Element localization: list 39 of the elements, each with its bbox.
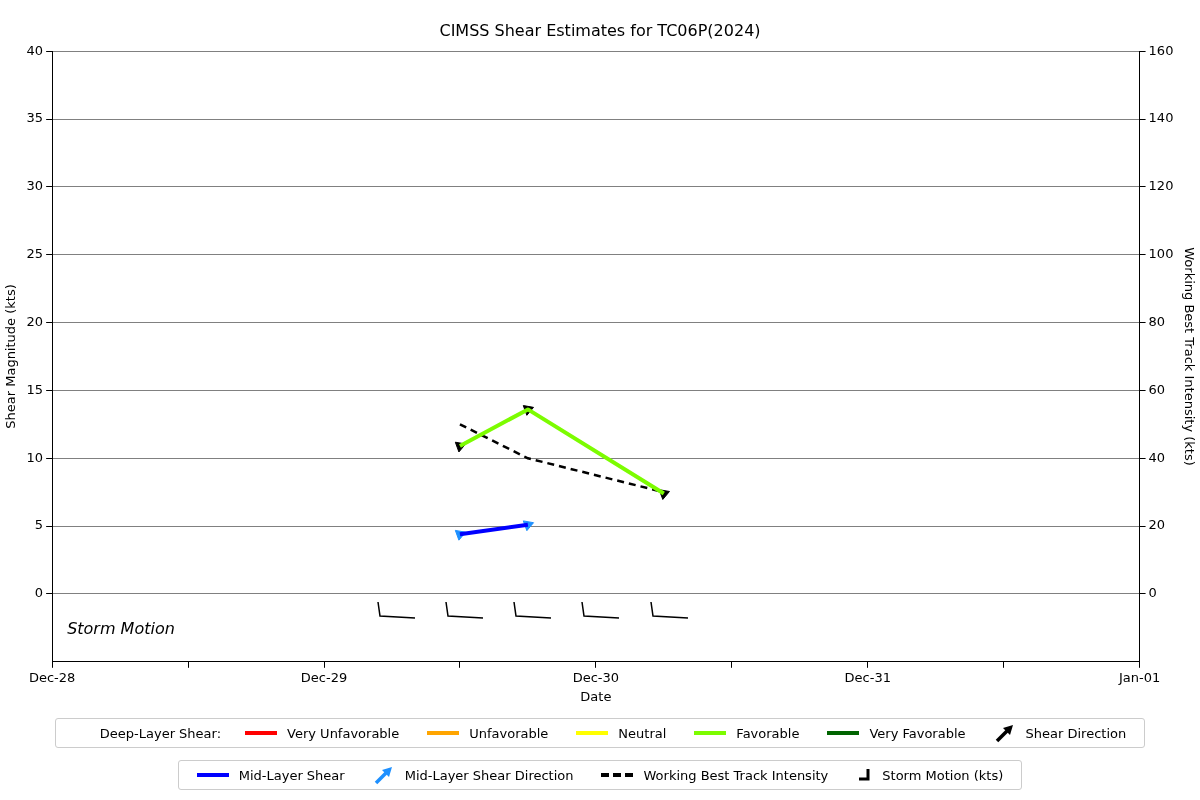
y-tick-label: 15: [26, 381, 44, 397]
legend-label: Very Unfavorable: [287, 725, 400, 741]
y-tick-label: 10: [26, 449, 44, 465]
x-tick-label: Dec-29: [300, 669, 348, 685]
legend-label: Very Favorable: [869, 725, 966, 741]
y-tick-label: 30: [26, 178, 44, 194]
y-tick-label: 20: [26, 313, 44, 329]
y-tick-label: 0: [34, 585, 44, 601]
x-tick-label: Dec-31: [844, 669, 891, 685]
legend-label: Unfavorable: [469, 725, 549, 741]
legend-label: Neutral: [618, 725, 667, 741]
legend-title: Deep-Layer Shear:: [99, 725, 222, 741]
y-tick-label: 5: [34, 517, 44, 533]
legend-label: Working Best Track Intensity: [643, 767, 829, 783]
x-axis-title: Date: [580, 688, 612, 704]
y2-axis-title: Working Best Track Intensity (kts): [1181, 247, 1197, 466]
y2-tick-label: 160: [1148, 42, 1174, 58]
y2-tick-label: 80: [1148, 313, 1166, 329]
x-tick-label: Dec-30: [572, 669, 620, 685]
legend-label: Shear Direction: [1025, 725, 1127, 741]
annotation: Storm Motion: [67, 618, 175, 638]
y-tick-label: 40: [26, 42, 44, 58]
y2-tick-label: 20: [1148, 517, 1166, 533]
legend-label: Favorable: [736, 725, 800, 741]
x-tick-label: Dec-28: [28, 669, 76, 685]
y2-tick-label: 40: [1148, 449, 1166, 465]
y2-tick-label: 100: [1148, 246, 1174, 262]
y2-tick-label: 60: [1148, 381, 1166, 397]
chart-title: CIMSS Shear Estimates for TC06P(2024): [439, 20, 761, 40]
legend-label: Mid-Layer Shear Direction: [404, 767, 574, 783]
y-axis-title: Shear Magnitude (kts): [3, 284, 19, 429]
y-tick-label: 25: [26, 246, 44, 262]
y-tick-label: 35: [26, 110, 44, 126]
x-tick-label: Jan-01: [1117, 669, 1161, 685]
legend-label: Storm Motion (kts): [882, 767, 1004, 783]
y2-tick-label: 0: [1148, 585, 1157, 601]
y2-tick-label: 140: [1148, 110, 1174, 126]
y2-tick-label: 120: [1148, 178, 1174, 194]
legend-label: Mid-Layer Shear: [238, 767, 345, 783]
